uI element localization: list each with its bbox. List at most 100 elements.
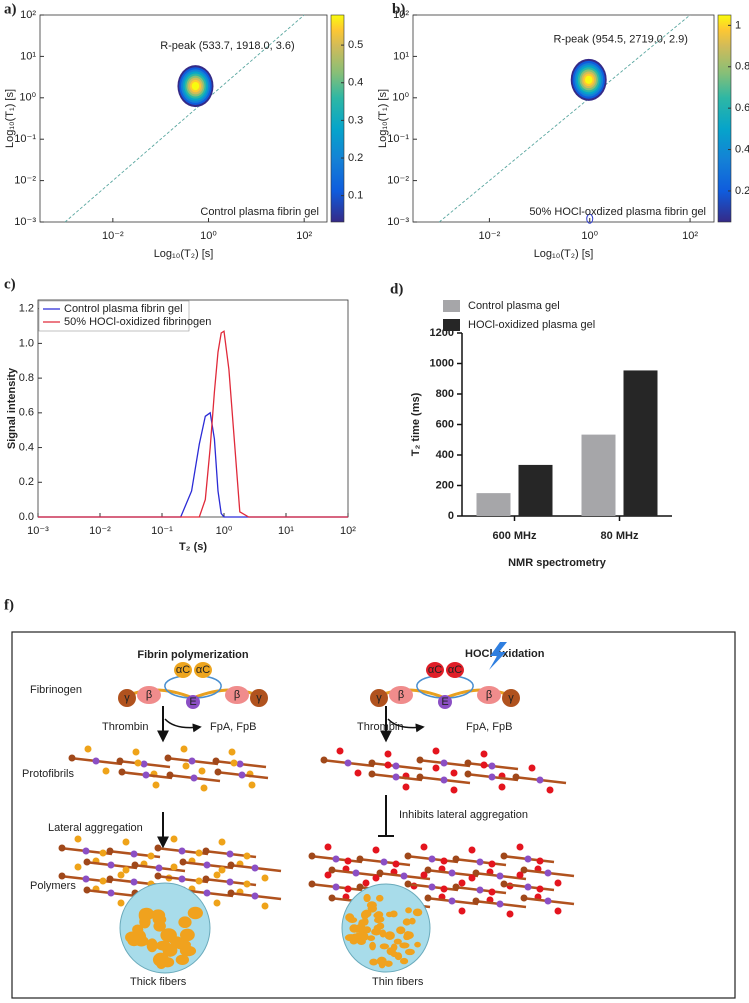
fibril-end [328,894,336,902]
y-tick-label: 0.2 [19,476,34,488]
bar [623,370,658,516]
fibril-dot [195,877,203,885]
fibril-dot [440,885,448,893]
thick: Thick fibers [130,976,187,988]
fiber [363,926,372,934]
fibril-dot [99,849,107,857]
x-tick-label: 10² [340,525,356,537]
thrombin-left: Thrombin [102,721,148,733]
fibril-dot [336,747,344,755]
fibril-core [178,875,186,883]
fibril-end [356,883,364,891]
fibril-core [536,776,544,784]
fiber [404,948,415,956]
lightning [489,642,507,670]
molecule-domain [174,662,192,678]
fibril-dot [458,879,466,887]
fibril-dot [147,852,155,860]
fibril-end [58,844,66,852]
domain-label: αC [176,664,190,676]
colorbar-tick-label: 0.4 [735,143,749,155]
y-tick-label: 10⁻³ [387,216,409,228]
fibril-core [236,760,244,768]
molecule-link [164,675,222,699]
fibril-dot [516,843,524,851]
colorbar-tick-label: 0.2 [348,152,363,164]
domain-label: γ [508,692,514,704]
fibril-dot [506,910,514,918]
fibril-core [332,855,340,863]
fiber [412,908,423,917]
legend-swatch [443,300,460,312]
x-axis-label: NMR spectrometry [508,557,607,569]
fibril-end [368,759,376,767]
fibril-dot [117,899,125,907]
fibril-end [227,889,235,897]
inhibits: Inhibits lateral aggregation [399,809,528,821]
fiber [376,894,384,902]
fiber [162,943,178,957]
fibril-core [251,864,259,872]
fibril-end [202,847,210,855]
side-arrow [164,718,202,733]
fibril-end [106,847,114,855]
fiber [179,928,195,942]
fiber [151,909,166,922]
fiber [403,930,413,940]
fibril-core [380,858,388,866]
fibril-end [116,757,124,765]
fibril-dot [554,879,562,887]
fiber [374,917,383,924]
fibril-core [251,892,259,900]
molecule-domain [502,689,520,707]
fibril-dot [134,759,142,767]
panel-label: f) [4,597,14,613]
molecule-domain [426,662,444,678]
y-tick-label: 0 [448,510,454,522]
legend-label: Control plasma gel [468,300,560,312]
fibril-core [130,850,138,858]
y-tick-label: 10⁻² [387,175,409,187]
fibril-core [140,760,148,768]
fibril-core [544,869,552,877]
fibril-end [452,883,460,891]
x-tick-label: 10² [682,230,698,242]
fibril-core [476,886,484,894]
fiber [169,936,184,946]
fibril-end [118,768,126,776]
y-tick-label: 1.2 [19,303,34,315]
fibril-core [332,883,340,891]
products-left: FpA, FpB [210,721,256,733]
x-axis-label: T₂ (s) [179,541,207,553]
fibril-end [164,754,172,762]
polymers: Polymers [30,880,76,892]
fibril-dot [458,907,466,915]
x-axis-label: Log₁₀(T₂) [s] [534,248,594,260]
fibril-dot [218,838,226,846]
fibril-dot [480,761,488,769]
fibril-dot [536,857,544,865]
fibril-core [476,858,484,866]
fibril-core [488,762,496,770]
fibril-dot [230,759,238,767]
fiber [400,957,409,965]
x-tick-label: 10⁰ [216,525,233,537]
y-axis-label: Signal intensity [6,367,18,449]
fibril-dot [498,783,506,791]
y-tick-label: 10⁻³ [14,216,36,228]
panel-label: d) [390,281,403,297]
domain-label: E [189,696,196,708]
fibril-dot [324,871,332,879]
fibril-core [130,878,138,886]
fibril-end [58,872,66,880]
fiber [405,907,412,914]
fibril-end [320,756,328,764]
fiber [153,920,166,932]
molecule-domain [446,662,464,678]
colorbar-tick-label: 0.2 [735,185,749,197]
fibril-core [496,872,504,880]
fibril-dot [384,750,392,758]
y-tick-label: 10⁻¹ [387,133,409,145]
domain-label: β [234,689,240,701]
fibril-end [464,770,472,778]
